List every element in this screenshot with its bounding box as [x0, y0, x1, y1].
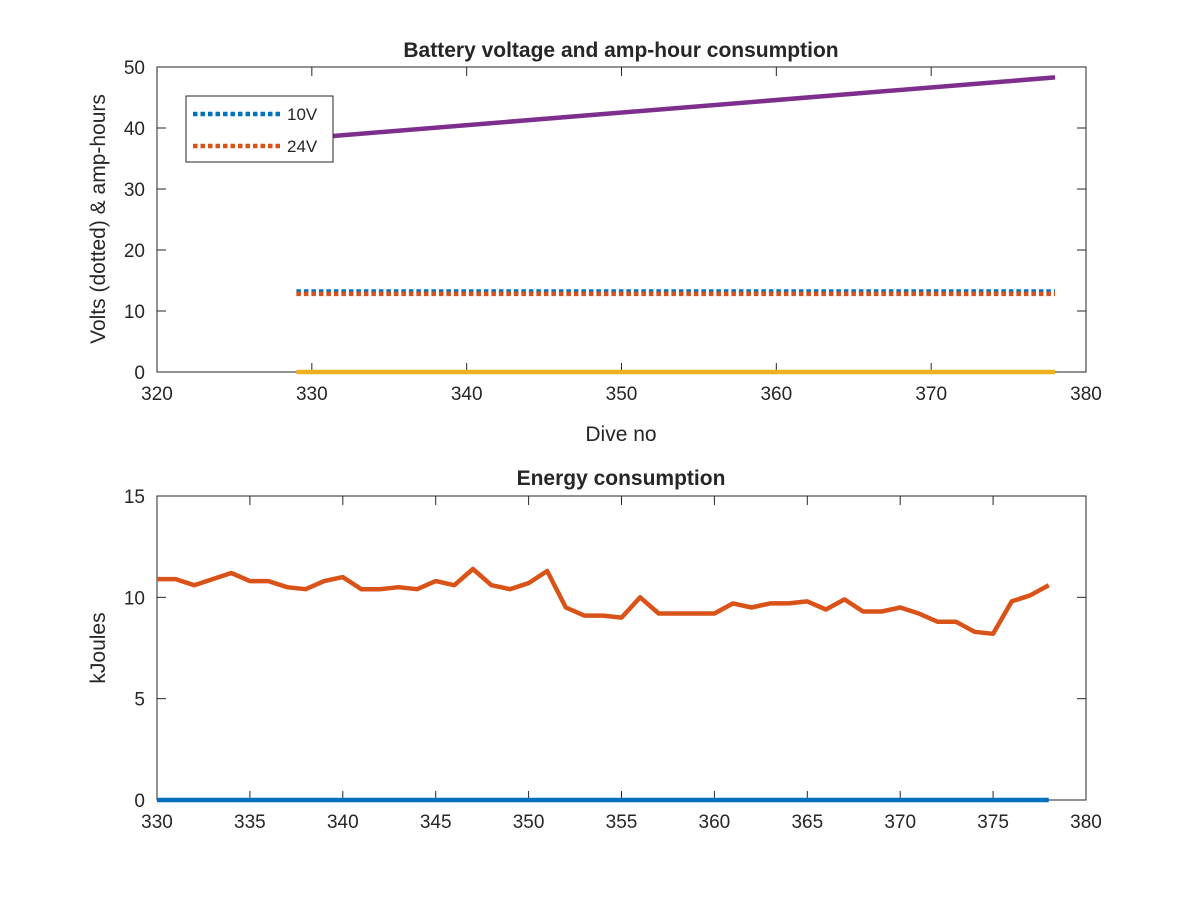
voltage-chart-title: Battery voltage and amp-hour consumption: [403, 39, 838, 62]
energy-chart-plot-area: [156, 495, 1087, 801]
energy-chart-y-axis-label: kJoules: [87, 612, 110, 683]
voltage-chart-y-tick-label: 0: [134, 363, 145, 384]
energy-chart-y-tick-label: 10: [124, 588, 145, 609]
energy-chart: Energy consumption kJoules 330 335 340 345 3…: [87, 467, 1102, 833]
energy-chart-title: Energy consumption: [517, 467, 726, 490]
energy-chart-x-tick-label: 340: [327, 812, 359, 833]
voltage-chart-x-tick-label: 370: [915, 384, 947, 405]
energy-chart-y-tick-label: 0: [134, 791, 145, 812]
energy-chart-x-tick-label: 350: [513, 812, 545, 833]
voltage-chart-y-tick-label: 50: [124, 58, 145, 79]
voltage-chart-x-tick-label: 320: [141, 384, 173, 405]
voltage-chart-x-tick-label: 350: [606, 384, 638, 405]
energy-chart-x-tick-label: 370: [884, 812, 916, 833]
energy-chart-x-tick-label: 330: [141, 812, 173, 833]
legend-box: [185, 95, 334, 163]
voltage-chart-ticks: 320 330 340 350 360 370 380 0 10 20 30 40 50: [124, 58, 1102, 405]
voltage-chart-y-tick-label: 30: [124, 180, 145, 201]
voltage-chart-x-tick-label: 360: [760, 384, 792, 405]
voltage-chart: Battery voltage and amp-hour consumption…: [87, 39, 1102, 446]
energy-chart-x-tick-label: 345: [420, 812, 452, 833]
voltage-chart-y-tick-label: 20: [124, 241, 145, 262]
energy-chart-x-tick-label: 375: [977, 812, 1009, 833]
energy-chart-series-line-0: [157, 566, 1050, 637]
legend-label-10v: 10V: [287, 105, 318, 124]
legend-label-24v: 24V: [287, 137, 318, 156]
voltage-chart-y-axis-label: Volts (dotted) & amp-hours: [87, 94, 110, 344]
voltage-chart-y-tick-label: 10: [124, 302, 145, 323]
energy-chart-y-tick-label: 15: [124, 487, 145, 508]
voltage-chart-x-tick-label: 330: [296, 384, 328, 405]
energy-chart-x-tick-label: 335: [234, 812, 266, 833]
energy-chart-series: [157, 566, 1050, 803]
energy-chart-x-tick-label: 355: [606, 812, 638, 833]
voltage-chart-y-tick-label: 40: [124, 119, 145, 140]
voltage-chart-x-tick-label: 380: [1070, 384, 1102, 405]
voltage-chart-x-axis-label: Dive no: [585, 423, 656, 446]
energy-chart-y-tick-label: 5: [134, 690, 145, 711]
energy-chart-x-tick-label: 380: [1070, 812, 1102, 833]
voltage-chart-x-tick-label: 340: [451, 384, 483, 405]
voltage-chart-series-line-2: [296, 75, 1056, 142]
energy-chart-ticks: 330 335 340 345 350 355 360 365 370 375 380 0 5 10 15: [124, 487, 1102, 833]
legend: 10V 24V: [185, 95, 334, 163]
energy-chart-x-tick-label: 360: [699, 812, 731, 833]
voltage-chart-series: [296, 75, 1056, 375]
energy-chart-x-tick-label: 365: [791, 812, 823, 833]
